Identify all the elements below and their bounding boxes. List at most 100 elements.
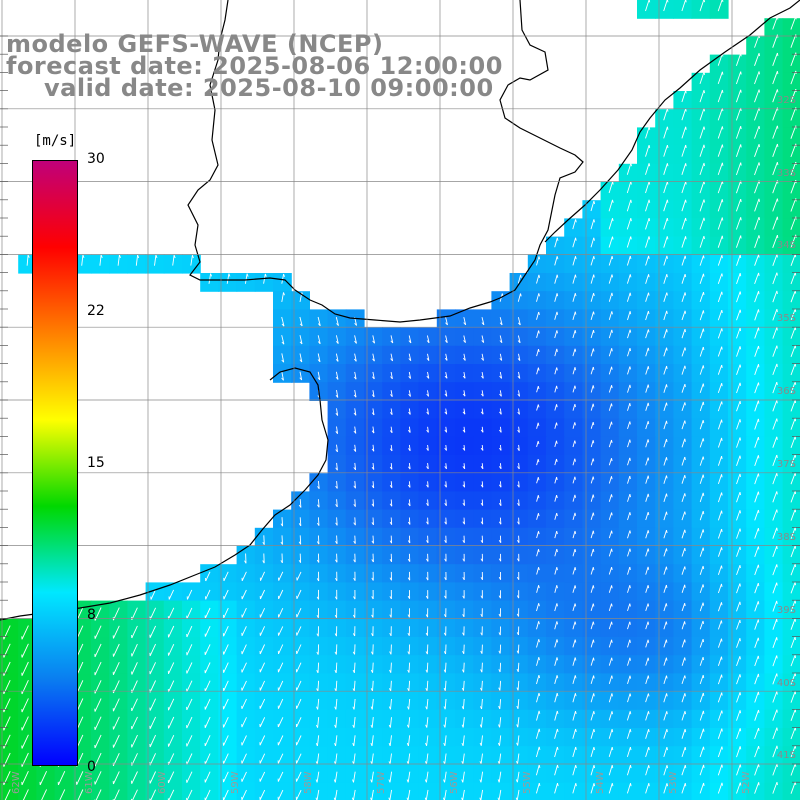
- wind-arrow: [372, 371, 375, 380]
- wind-arrow-head: [739, 455, 741, 459]
- wind-arrow: [717, 71, 723, 85]
- wind-arrow: [681, 365, 686, 375]
- wind-arrow: [736, 455, 741, 466]
- wind-arrow-head: [666, 365, 668, 370]
- wind-arrow: [663, 217, 668, 230]
- wind-arrow-head: [353, 596, 356, 600]
- wind-arrow-head: [648, 126, 651, 130]
- wind-arrow-head: [721, 510, 723, 514]
- wind-arrow: [772, 345, 778, 357]
- wind-arrow-head: [538, 293, 540, 297]
- wind-arrow: [554, 367, 558, 375]
- wind-arrow: [277, 789, 284, 800]
- wind-arrow-head: [574, 293, 577, 297]
- lon-label: 54W: [595, 771, 606, 794]
- wind-arrow-head: [611, 729, 614, 733]
- wind-arrow-head: [316, 559, 320, 563]
- wind-arrow: [736, 764, 741, 776]
- wind-arrow: [590, 421, 594, 429]
- wind-arrow-head: [666, 765, 669, 769]
- wind-arrow-head: [666, 675, 668, 679]
- wind-arrow: [186, 789, 193, 800]
- wind-arrow-head: [515, 797, 518, 800]
- wind-arrow: [131, 625, 138, 639]
- wind-arrow-head: [776, 691, 778, 695]
- wind-arrow-head: [537, 513, 540, 517]
- wind-arrow: [317, 316, 321, 326]
- wind-arrow-head: [629, 311, 632, 315]
- wind-arrow: [112, 698, 120, 712]
- wind-arrow: [736, 473, 741, 485]
- wind-arrow: [572, 530, 576, 539]
- wind-arrow-head: [556, 548, 558, 553]
- colorbar-unit: [m/s]: [34, 133, 77, 149]
- wind-arrow: [336, 535, 338, 544]
- wind-arrow-head: [740, 107, 742, 111]
- wind-arrow: [717, 401, 723, 412]
- wind-arrow: [445, 499, 447, 506]
- wind-arrow-head: [684, 420, 686, 424]
- wind-arrow-head: [538, 692, 541, 697]
- lat-label: 38S: [776, 532, 796, 543]
- wind-arrow: [772, 618, 778, 630]
- wind-arrow-head: [574, 385, 577, 389]
- wind-arrow: [590, 329, 594, 339]
- wind-arrow: [259, 771, 266, 782]
- wind-arrow: [699, 728, 704, 739]
- wind-arrow-head: [424, 761, 427, 765]
- wind-arrow: [372, 408, 375, 416]
- wind-arrow: [354, 371, 357, 380]
- wind-arrow-head: [757, 455, 760, 459]
- wind-arrow-head: [538, 639, 540, 643]
- wind-arrow-head: [538, 549, 540, 553]
- wind-arrow: [754, 673, 759, 685]
- wind-arrow-head: [794, 600, 797, 604]
- wind-arrow-head: [721, 328, 723, 332]
- wind-arrow: [317, 698, 320, 710]
- wind-arrow: [736, 364, 741, 375]
- wind-arrow-head: [684, 255, 687, 259]
- wind-arrow: [627, 603, 631, 612]
- wind-arrow-head: [444, 540, 447, 544]
- wind-arrow-head: [426, 358, 430, 361]
- wind-arrow: [772, 216, 778, 230]
- wind-arrow-head: [352, 669, 355, 673]
- wind-arrow-head: [574, 440, 576, 444]
- wind-arrow: [408, 717, 411, 728]
- wind-arrow: [168, 789, 175, 800]
- wind-arrow: [754, 291, 760, 303]
- wind-arrow-head: [703, 728, 705, 732]
- wind-arrow-head: [444, 614, 447, 618]
- wind-arrow-head: [740, 53, 742, 57]
- wind-arrow-head: [334, 633, 337, 637]
- wind-arrow: [590, 585, 594, 593]
- wind-arrow-head: [684, 765, 687, 769]
- wind-arrow-head: [629, 403, 631, 407]
- wind-arrow-head: [574, 675, 577, 679]
- wind-arrow-head: [575, 219, 577, 223]
- wind-arrow: [790, 418, 796, 430]
- wind-arrow: [790, 399, 796, 412]
- wind-arrow-head: [389, 614, 392, 618]
- wind-arrow: [94, 698, 102, 712]
- wind-arrow: [389, 753, 392, 765]
- wind-arrow-head: [425, 724, 428, 728]
- wind-arrow: [259, 608, 266, 618]
- wind-arrow: [371, 771, 374, 783]
- wind-arrow: [572, 585, 576, 593]
- wind-arrow: [554, 639, 558, 648]
- wind-arrow-head: [445, 322, 448, 326]
- wind-arrow: [204, 698, 211, 710]
- wind-arrow-head: [739, 437, 741, 441]
- wind-arrow: [772, 454, 778, 467]
- wind-arrow: [736, 346, 741, 357]
- wind-arrow: [517, 274, 522, 284]
- wind-arrow-head: [351, 797, 354, 800]
- wind-arrow-head: [574, 494, 577, 498]
- wind-arrow-head: [480, 484, 484, 488]
- wind-arrow-head: [424, 797, 427, 800]
- wind-arrow: [281, 273, 285, 284]
- wind-arrow: [112, 734, 120, 748]
- wind-arrow-head: [426, 577, 429, 581]
- wind-arrow-head: [556, 603, 558, 607]
